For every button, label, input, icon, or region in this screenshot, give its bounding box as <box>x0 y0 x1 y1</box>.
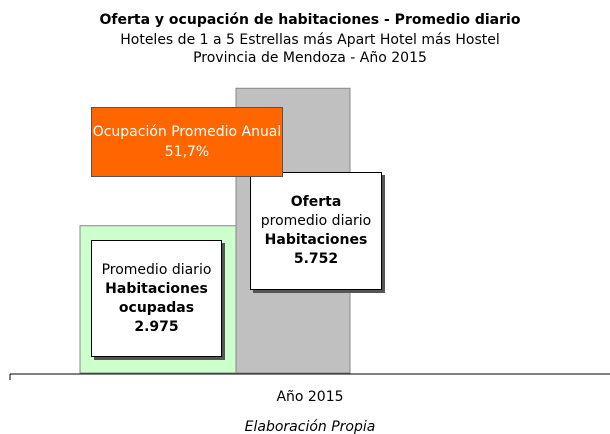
bar-label-box: Oferta promedio diario Habitaciones 5.752 <box>250 172 382 290</box>
chart-title: Oferta y ocupación de habitaciones - Pro… <box>100 12 521 28</box>
subtitle: Provincia de Mendoza - Año 2015 <box>193 50 427 66</box>
x-tick-label: Año 2015 <box>276 389 343 405</box>
bar-label-box: Promedio diario Habitaciones ocupadas 2.97… <box>91 240 222 357</box>
annotation: Ocupación Promedio Anual 51,7% <box>91 107 283 177</box>
value-label: 2.975 <box>134 318 179 335</box>
bar-label: Promedio diario <box>101 261 212 278</box>
annotation-text: Ocupación Promedio Anual <box>92 124 282 140</box>
bar-label: Habitaciones ocupadas <box>105 280 208 316</box>
value-label: 5.752 <box>293 251 339 267</box>
bar-label: Habitaciones <box>264 232 368 248</box>
bar-label: promedio diario <box>260 213 372 229</box>
subtitle: Hoteles de 1 a 5 Estrellas más Apart Hot… <box>120 32 500 48</box>
source: Elaboración Propia <box>245 419 376 434</box>
bar-label: Oferta <box>290 194 342 210</box>
annotation-value: 51,7% <box>164 144 210 160</box>
